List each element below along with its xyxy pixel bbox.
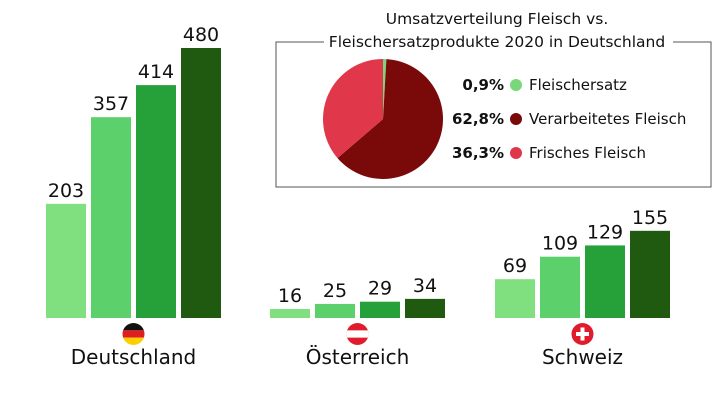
value-label: 203: [48, 180, 84, 202]
bar: [585, 245, 625, 318]
value-label: 414: [138, 61, 174, 83]
bar: [405, 298, 445, 318]
value-label: 480: [183, 24, 219, 46]
legend-label: Frisches Fleisch: [529, 144, 646, 162]
country-label: Deutschland: [71, 345, 197, 369]
legend-dot: [510, 147, 522, 159]
inset-frame: [275, 41, 712, 188]
legend-percent: 62,8%: [452, 110, 504, 128]
legend-label: Verarbeitetes Fleisch: [529, 110, 686, 128]
country-label: Schweiz: [542, 345, 623, 369]
bar: [46, 203, 86, 318]
germany-flag-icon: [122, 323, 145, 345]
bar-chart: 203 357 414 480 Deutschland 16 25 29 34 Österreic…: [46, 24, 670, 369]
bar: [270, 309, 310, 318]
austria-flag-icon: [346, 323, 369, 345]
legend-dot: [510, 113, 522, 125]
pie-slice: [383, 59, 387, 119]
bar: [136, 85, 176, 318]
legend-label: Fleischersatz: [529, 76, 627, 94]
legend-percent: 0,9%: [462, 76, 504, 94]
inset-title-line: Umsatzverteilung Fleisch vs.: [386, 10, 609, 28]
legend-percent: 36,3%: [452, 144, 504, 162]
group-1: 16 25 29 34 Österreich: [270, 275, 445, 369]
value-label: 155: [632, 207, 668, 229]
value-label: 29: [368, 278, 392, 300]
value-label: 34: [413, 275, 437, 297]
bar: [495, 279, 535, 318]
value-label: 109: [542, 233, 578, 255]
value-label: 69: [503, 255, 527, 277]
legend-dot: [510, 79, 522, 91]
value-label: 16: [278, 285, 302, 307]
bar: [181, 48, 221, 318]
pie-inset: Umsatzverteilung Fleisch vs. Fleischersat…: [275, 10, 712, 188]
bar: [630, 230, 670, 318]
inset-title-line: Fleischersatzprodukte 2020 in Deutschlan…: [329, 33, 665, 51]
bar: [360, 301, 400, 318]
value-label: 129: [587, 221, 623, 243]
value-label: 357: [93, 93, 129, 115]
switzerland-flag-icon: [571, 323, 594, 345]
country-label: Österreich: [306, 345, 410, 369]
pie-slice: [323, 59, 383, 159]
bar: [540, 256, 580, 318]
group-0: 203 357 414 480 Deutschland: [46, 24, 221, 369]
group-2: 69 109 129 155 Schweiz: [495, 207, 670, 369]
pie-slice: [337, 59, 444, 179]
value-label: 25: [323, 280, 347, 302]
bar: [91, 117, 131, 318]
bar: [315, 303, 355, 318]
